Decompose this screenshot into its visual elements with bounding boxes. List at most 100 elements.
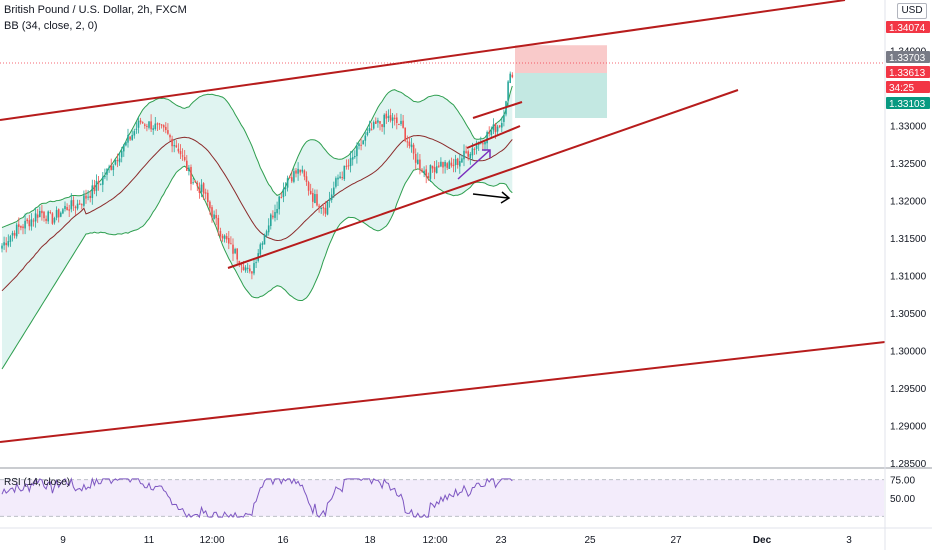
candle-body xyxy=(381,124,383,127)
candle-body xyxy=(440,161,442,167)
candle-body xyxy=(225,236,228,240)
time-tick-label: 12:00 xyxy=(422,535,447,546)
candle-body xyxy=(446,163,448,168)
candle-body xyxy=(60,212,62,217)
candle-body xyxy=(135,128,138,130)
candle-body xyxy=(391,117,394,121)
drawings xyxy=(0,0,886,443)
candle-body xyxy=(280,197,283,199)
candle-body xyxy=(417,159,419,165)
candle-body xyxy=(442,162,444,168)
channel-lower-trendline xyxy=(0,341,886,443)
candle-body xyxy=(24,220,26,229)
bb-indicator-label[interactable]: BB (34, close, 2, 0) xyxy=(4,20,98,32)
price-tag-label: 1.34074 xyxy=(889,23,926,34)
candle-body xyxy=(400,120,402,125)
candle-body xyxy=(219,230,222,237)
black-arrow-head xyxy=(500,191,511,204)
candle-body xyxy=(95,180,98,191)
candle-body xyxy=(360,144,362,146)
candle-body xyxy=(438,165,440,167)
candle-body xyxy=(188,167,190,172)
bb-basis-line xyxy=(1,134,513,292)
candle-body xyxy=(309,190,312,195)
candle-body xyxy=(444,161,446,167)
price-scale[interactable]: 1.28500 1.29000 1.29500 1.30000 1.30500 1.310… xyxy=(890,47,927,506)
candle-body xyxy=(345,165,348,167)
candle-body xyxy=(408,141,411,146)
candle-body xyxy=(358,143,360,146)
candle-body xyxy=(123,144,125,152)
candle-body xyxy=(43,211,45,219)
candle-body xyxy=(26,219,28,222)
candle-body xyxy=(484,142,486,145)
candle-body xyxy=(152,128,154,130)
candle-body xyxy=(291,177,293,182)
time-scale[interactable]: 9 11 12:00 16 18 12:00 23 25 27 Dec 3 xyxy=(60,535,852,546)
candle-body xyxy=(370,129,373,131)
candle-body xyxy=(354,155,356,158)
price-tag-label: 1.33703 xyxy=(889,53,926,64)
candle-body xyxy=(272,215,274,218)
candle-body xyxy=(498,125,501,127)
candle-body xyxy=(34,213,37,222)
candle-body xyxy=(148,121,150,128)
currency-button[interactable]: USD xyxy=(897,3,927,19)
candle-body xyxy=(104,176,106,178)
candle-body xyxy=(511,74,514,78)
stop-loss-zone xyxy=(515,45,607,73)
rsi-indicator-label[interactable]: RSI (14, close) xyxy=(4,477,71,488)
candle-body xyxy=(339,176,341,178)
support-trendline xyxy=(227,89,739,269)
candle-body xyxy=(215,215,217,219)
candle-body xyxy=(137,120,140,128)
price-tick-label: 1.30500 xyxy=(890,309,927,320)
candle-body xyxy=(22,226,24,229)
candle-body xyxy=(51,213,54,224)
candle-body xyxy=(286,178,289,188)
black-arrow-shaft xyxy=(472,193,509,199)
price-tags: 1.34074 1.33703 1.33613 34:25 1.33103 xyxy=(886,21,930,110)
candle-body xyxy=(278,196,280,210)
candle-body xyxy=(200,184,203,192)
candle-body xyxy=(221,235,224,239)
candle-body xyxy=(144,124,146,126)
candle-body xyxy=(213,214,215,219)
candle-body xyxy=(232,244,234,254)
price-tag-label: 1.33103 xyxy=(889,99,926,110)
candle-body xyxy=(385,113,388,119)
candle-body xyxy=(492,124,495,131)
candle-body xyxy=(509,73,511,83)
time-tick-label: 16 xyxy=(277,535,289,546)
candle-body xyxy=(324,207,327,214)
candle-body xyxy=(13,232,16,236)
candle-body xyxy=(36,214,39,218)
candle-body xyxy=(404,127,406,141)
candle-body xyxy=(337,177,339,180)
candle-body xyxy=(473,149,476,151)
candle-body xyxy=(74,206,77,209)
price-tick-label: 1.28500 xyxy=(890,459,927,470)
candle-body xyxy=(78,203,81,205)
candle-body xyxy=(343,165,346,180)
candle-body xyxy=(116,160,119,162)
candle-body xyxy=(5,242,7,246)
price-tick-label: 1.32000 xyxy=(890,197,927,208)
candle-body xyxy=(110,165,112,170)
candle-body xyxy=(192,182,194,184)
candle-body xyxy=(230,243,232,245)
candle-body xyxy=(99,183,102,185)
rsi-line xyxy=(1,477,513,519)
candle-body xyxy=(91,185,94,198)
candle-body xyxy=(41,210,43,214)
candle-body xyxy=(307,182,310,191)
candle-body xyxy=(246,267,249,269)
candle-body xyxy=(9,236,12,242)
price-tick-label: 1.31500 xyxy=(890,234,927,245)
price-tag-box xyxy=(886,97,930,109)
candle-body xyxy=(389,115,392,121)
candle-body xyxy=(238,260,241,264)
candle-body xyxy=(410,144,413,148)
symbol-title[interactable]: British Pound / U.S. Dollar, 2h, FXCM xyxy=(4,4,187,16)
